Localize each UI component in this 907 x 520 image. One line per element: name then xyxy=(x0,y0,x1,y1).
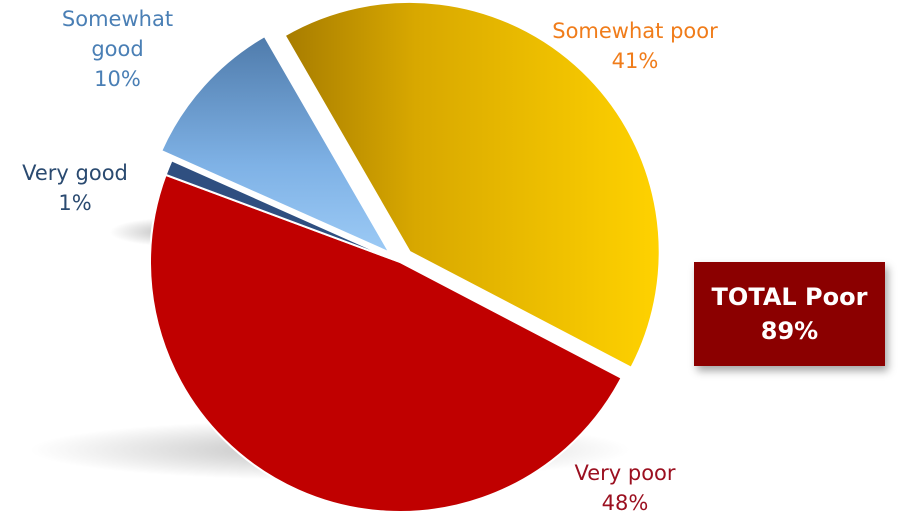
label-very-good-value: 1% xyxy=(58,191,92,215)
label-very-poor-value: 48% xyxy=(601,491,649,515)
pie-slice-somewhat-poor xyxy=(283,0,661,370)
label-very-poor-name: Very poor xyxy=(574,461,676,485)
total-poor-callout: TOTAL Poor 89% xyxy=(694,262,885,366)
label-somewhat-poor: Somewhat poor 41% xyxy=(530,16,740,76)
pie-slice-very-poor xyxy=(149,173,623,513)
label-somewhat-poor-name: Somewhat poor xyxy=(552,19,718,43)
label-somewhat-poor-value: 41% xyxy=(611,49,659,73)
label-very-good: Very good 1% xyxy=(0,158,150,218)
label-very-poor: Very poor 48% xyxy=(540,458,710,518)
label-somewhat-good-line2: good xyxy=(91,37,144,61)
label-somewhat-good-value: 10% xyxy=(94,67,141,91)
label-very-good-name: Very good xyxy=(22,161,128,185)
pie-slice-very-good xyxy=(164,158,401,263)
pie-slice-somewhat-good xyxy=(159,34,393,255)
label-somewhat-good-line1: Somewhat xyxy=(61,7,174,31)
label-somewhat-good: Somewhat good 10% xyxy=(30,4,205,94)
total-poor-title: TOTAL Poor xyxy=(711,283,868,311)
total-poor-value: 89% xyxy=(760,317,819,345)
